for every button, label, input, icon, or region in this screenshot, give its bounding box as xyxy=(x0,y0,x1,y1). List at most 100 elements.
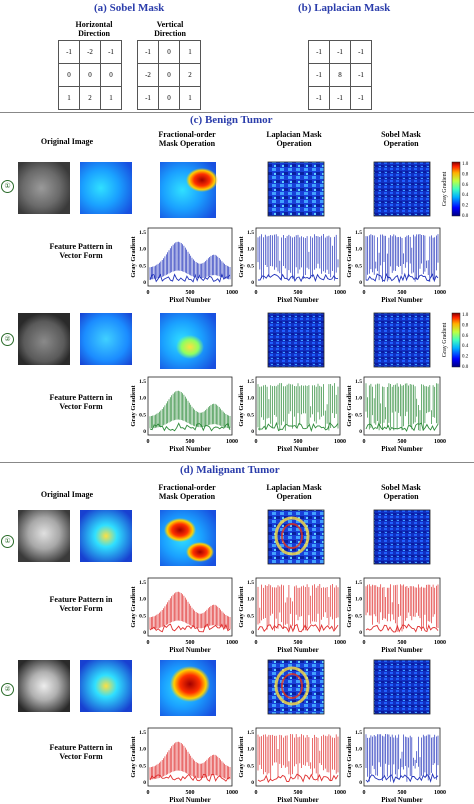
section-divider xyxy=(0,112,474,113)
y-tick-label: 0.5 xyxy=(139,412,146,418)
y-tick-label: 0.5 xyxy=(355,763,362,769)
y-tick-label: 0.5 xyxy=(247,412,254,418)
y-tick-label: 1.0 xyxy=(355,747,362,753)
y-tick-label: 0 xyxy=(143,429,146,435)
y-tick-label: 1.5 xyxy=(139,730,146,736)
col-sobel: Sobel Mask Operation xyxy=(381,483,421,501)
laplacian-cell: -1 xyxy=(329,86,351,110)
x-tick-label: 0 xyxy=(147,640,150,646)
x-tick-label: 500 xyxy=(186,439,195,445)
feature-plot: 0 500 1000 1.5 1.0 0.5 0 Pixel Number Gray Gradi… xyxy=(238,727,346,804)
y-tick-label: 0 xyxy=(251,280,254,286)
y-tick-label: 1.5 xyxy=(139,230,146,236)
image-row-4 xyxy=(18,659,431,716)
feature-plot: 0 500 1000 1.5 1.0 0.5 0 Pixel Number Gray Gradi… xyxy=(130,577,238,654)
col-fractional-order: Fractional-order Mask Operation xyxy=(158,130,216,148)
y-tick-label: 0 xyxy=(251,630,254,636)
signal-trace xyxy=(365,234,439,282)
y-axis-label: Gray Gradient xyxy=(238,585,245,627)
enhanced-image xyxy=(80,660,132,712)
sample-1-marker: ① xyxy=(1,180,14,193)
sobel-result-image xyxy=(373,312,431,368)
colorbar-tick: 0.6 xyxy=(462,183,469,188)
y-axis-label: Gray Gradient xyxy=(130,585,137,627)
x-axis-label: Pixel Number xyxy=(169,445,210,453)
edge-ring xyxy=(274,666,310,706)
laplacian-cell: -1 xyxy=(350,86,372,110)
sobel-horizontal-matrix: -1 -2 -1 0 0 0 1 2 1 xyxy=(58,40,122,110)
sobel-vertical-matrix: -1 0 1 -2 0 2 -1 0 1 xyxy=(137,40,201,110)
col-sobel: Sobel Mask Operation xyxy=(381,130,421,148)
y-tick-label: 1.5 xyxy=(247,730,254,736)
y-tick-label: 0.5 xyxy=(355,263,362,269)
y-axis-label: Gray Gradient xyxy=(130,735,137,777)
feature-plot: 0 500 1000 1.5 1.0 0.5 0 Pixel Number Gray Gradi… xyxy=(346,227,446,304)
y-tick-label: 1.0 xyxy=(355,247,362,253)
signal-trace xyxy=(257,234,339,281)
y-axis-label: Gray Gradient xyxy=(346,585,353,627)
col-original-image: Original Image xyxy=(40,137,94,146)
section-divider xyxy=(0,462,474,463)
signal-trace xyxy=(365,383,439,431)
col-fractional-order: Fractional-order Mask Operation xyxy=(158,483,216,501)
y-tick-label: 0 xyxy=(359,429,362,435)
colorbar-tick: 1.0 xyxy=(462,162,469,167)
enhanced-image xyxy=(80,162,132,214)
x-tick-label: 500 xyxy=(294,290,303,296)
signal-trace xyxy=(365,734,439,782)
x-tick-label: 1000 xyxy=(434,640,446,646)
x-tick-label: 500 xyxy=(294,640,303,646)
y-axis-label: Gray Gradient xyxy=(346,735,353,777)
signal-baseline xyxy=(149,623,231,633)
sobel-vertical-cell: 1 xyxy=(179,86,201,110)
colorbar-label: Gray Gradient xyxy=(442,171,448,206)
colorbar-tick: 0.4 xyxy=(462,344,469,349)
edge-ring xyxy=(274,516,310,556)
x-tick-label: 0 xyxy=(255,640,258,646)
x-axis-label: Pixel Number xyxy=(169,796,210,804)
colorbar xyxy=(451,312,461,368)
feature-plot: 0 500 1000 1.5 1.0 0.5 0 Pixel Number Gray Gradi… xyxy=(346,577,446,654)
signal-baseline xyxy=(149,422,231,432)
y-axis-label: Gray Gradient xyxy=(130,384,137,426)
y-tick-label: 1.0 xyxy=(247,597,254,603)
feature-plot: 0 500 1000 1.5 1.0 0.5 0 Pixel Number Gray Gradi… xyxy=(238,227,346,304)
colorbar-tick: 0.0 xyxy=(462,214,469,219)
y-tick-label: 1.0 xyxy=(247,247,254,253)
y-tick-label: 0 xyxy=(359,280,362,286)
y-tick-label: 1.0 xyxy=(139,396,146,402)
y-axis-label: Gray Gradient xyxy=(238,235,245,277)
x-tick-label: 1000 xyxy=(334,790,346,796)
x-tick-label: 1000 xyxy=(434,439,446,445)
signal-baseline xyxy=(365,623,439,633)
y-tick-label: 1.0 xyxy=(139,747,146,753)
x-axis-label: Pixel Number xyxy=(277,296,318,304)
x-tick-label: 1000 xyxy=(226,790,238,796)
y-tick-label: 0.5 xyxy=(247,763,254,769)
x-tick-label: 0 xyxy=(363,439,366,445)
y-tick-label: 0 xyxy=(143,630,146,636)
original-image xyxy=(18,660,70,712)
x-tick-label: 1000 xyxy=(434,290,446,296)
signal-trace xyxy=(365,584,439,632)
y-tick-label: 0.5 xyxy=(139,763,146,769)
hotspot xyxy=(186,168,218,192)
x-tick-label: 1000 xyxy=(226,640,238,646)
x-tick-label: 500 xyxy=(294,790,303,796)
colorbar-tick: 0.8 xyxy=(462,172,469,177)
y-tick-label: 1.5 xyxy=(247,580,254,586)
x-axis-label: Pixel Number xyxy=(169,296,210,304)
x-axis-label: Pixel Number xyxy=(381,796,422,804)
signal-trace xyxy=(149,241,231,280)
y-tick-label: 1.5 xyxy=(355,730,362,736)
x-tick-label: 0 xyxy=(363,790,366,796)
y-tick-label: 1.5 xyxy=(139,580,146,586)
x-tick-label: 0 xyxy=(147,290,150,296)
y-tick-label: 0.5 xyxy=(355,613,362,619)
signal-trace xyxy=(149,390,231,429)
hotspot xyxy=(176,335,204,359)
feature-plot: 0 500 1000 1.5 1.0 0.5 0 Pixel Number Gray Gradi… xyxy=(238,577,346,654)
y-tick-label: 1.5 xyxy=(139,379,146,385)
x-tick-label: 1000 xyxy=(434,790,446,796)
